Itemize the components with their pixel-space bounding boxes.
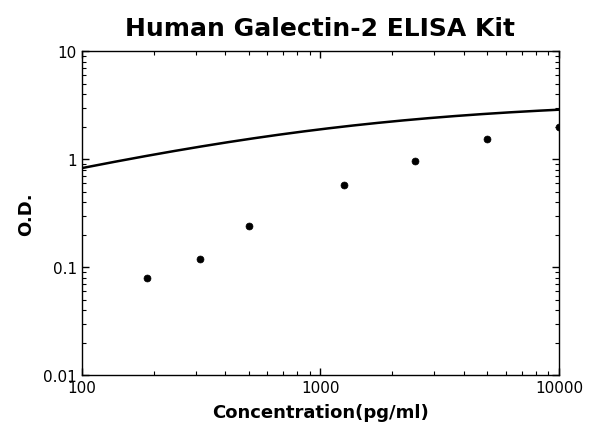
X-axis label: Concentration(pg/ml): Concentration(pg/ml) <box>212 403 429 421</box>
Y-axis label: O.D.: O.D. <box>17 192 35 236</box>
Title: Human Galectin-2 ELISA Kit: Human Galectin-2 ELISA Kit <box>125 17 515 41</box>
